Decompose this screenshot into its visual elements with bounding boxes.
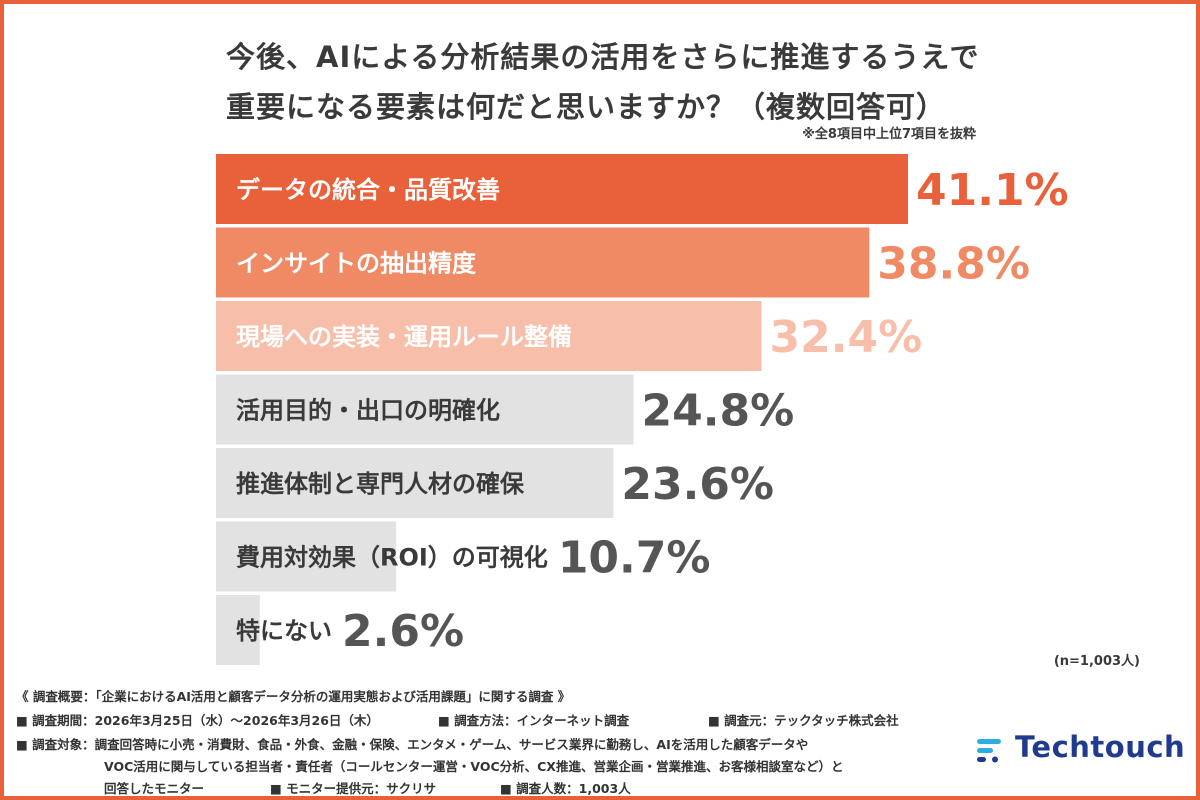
chart-title-line2: 重要になる要素は何だと思いますか？（複数回答可）: [226, 90, 947, 124]
bar-value-label-5: 23.6%: [621, 459, 774, 510]
bar-value-label-3: 32.4%: [770, 312, 923, 363]
bar-category-label-4: 活用目的・出口の明確化: [236, 397, 500, 425]
footer-period: ■ 調査期間：2026年3月25日（水）〜2026年3月26日（木）: [16, 713, 379, 728]
bar-value-label-2: 38.8%: [877, 239, 1030, 290]
bar-value-label-6: 10.7%: [558, 533, 711, 584]
bar-category-label-1: データの統合・品質改善: [236, 176, 500, 204]
bar-category-label-6: 費用対効果（ROI）の可視化: [236, 544, 548, 572]
bar-5: [216, 448, 614, 518]
footer-target-cont: VOC活用に関与している担当者・責任者（コールセンター運営・VOC分析、CX推進…: [104, 759, 844, 774]
bar-value-label-4: 24.8%: [642, 386, 795, 437]
bar-3: [216, 301, 762, 371]
chart-title-line1: 今後、AIによる分析結果の活用をさらに推進するうえで: [226, 40, 980, 74]
footer-line1: 《 調査概要：「企業におけるAI活用と顧客データ分析の運用実態および活用課題」に…: [16, 689, 571, 704]
sample-size-label: (n=1,003人): [1053, 654, 1140, 669]
techtouch-logo: Techtouch: [975, 730, 1185, 770]
footer-provider: ■ モニター提供元：サクリサ: [270, 781, 437, 796]
bar-category-label-7: 特にない: [236, 617, 332, 645]
chart-note: ※全8項目中上位7項目を抜粋: [802, 127, 976, 142]
bar-category-label-3: 現場への実装・運用ルール整備: [236, 323, 572, 351]
bar-7: [216, 595, 260, 665]
bar-4: [216, 374, 634, 445]
techtouch-logo-icon: [977, 739, 1001, 763]
footer-target-end: 回答したモニター: [104, 781, 205, 796]
bar-2: [216, 227, 870, 298]
footer-source: ■ 調査元：テックタッチ株式会社: [708, 713, 899, 728]
techtouch-logo-text: Techtouch: [1015, 730, 1186, 764]
footer-count: ■ 調査人数：1,003人: [500, 781, 631, 796]
bar-6: [216, 521, 397, 592]
bar-1: [216, 154, 908, 224]
bar-category-label-5: 推進体制と専門人材の確保: [236, 470, 525, 498]
bar-value-label-1: 41.1%: [916, 165, 1069, 216]
footer-target: ■ 調査対象：調査回答時に小売・消費財、食品・外食、金融・保険、エンタメ・ゲーム…: [16, 737, 809, 752]
footer-method: ■ 調査方法：インターネット調査: [438, 713, 630, 728]
bar-category-label-2: インサイトの抽出精度: [236, 250, 477, 278]
bar-value-label-7: 2.6%: [342, 606, 464, 657]
